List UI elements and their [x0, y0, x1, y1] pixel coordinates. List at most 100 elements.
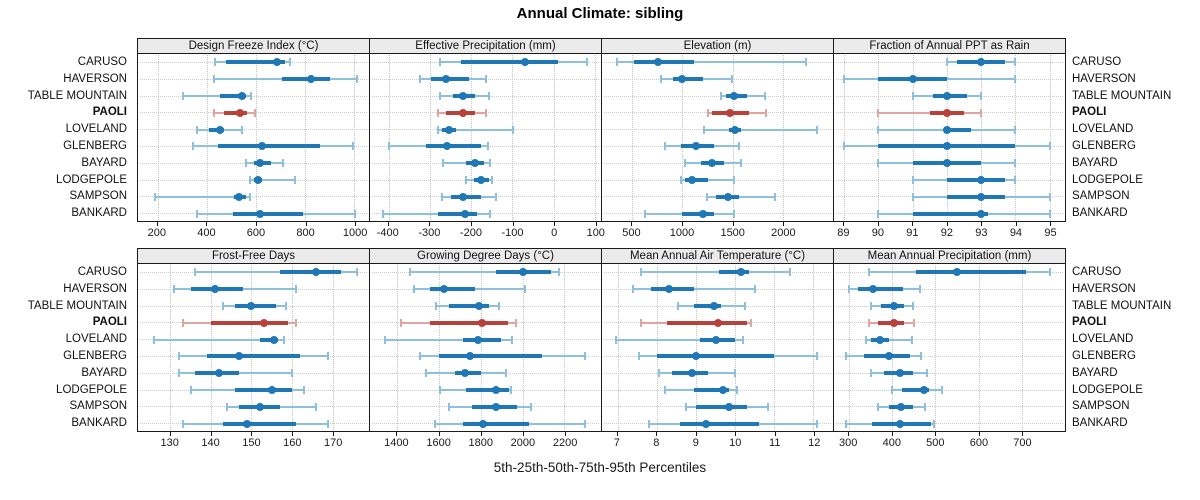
axis-tick — [978, 432, 980, 436]
median-dot — [688, 176, 697, 184]
whisker-cap — [919, 285, 922, 294]
row-guide — [836, 406, 1063, 408]
gridline-vertical — [735, 265, 737, 430]
whisker-cap — [740, 159, 743, 168]
median-dot — [234, 192, 243, 201]
station-label-bayard: BAYARD — [1072, 156, 1118, 169]
whisker-cap — [660, 75, 663, 84]
whisker-cap — [877, 125, 880, 134]
median-dot — [458, 108, 467, 117]
row-guide — [836, 322, 1063, 324]
whisker-cap — [484, 75, 487, 84]
interquartile-bar — [224, 110, 248, 115]
axis-tick-label: 600 — [246, 227, 266, 239]
interquartile-bar — [259, 337, 278, 342]
interquartile-bar — [226, 60, 286, 65]
median-dot — [442, 75, 451, 84]
panel-plot — [833, 264, 1066, 432]
station-label-haverson: HAVERSON — [1072, 72, 1136, 85]
interquartile-bar — [719, 270, 749, 275]
median-dot — [458, 92, 467, 100]
axis-tick — [206, 222, 208, 226]
whisker-cap — [294, 176, 297, 184]
interquartile-bar — [943, 127, 971, 132]
whisker-cap — [741, 335, 744, 344]
median-dot — [908, 75, 917, 84]
axis-tick — [554, 222, 556, 226]
median-dot — [443, 142, 452, 151]
whisker-cap — [248, 192, 251, 201]
gridline-vertical — [291, 265, 293, 430]
chart-title: Annual Climate: sibling — [516, 5, 684, 22]
station-label-caruso: CARUSO — [77, 266, 127, 278]
gridline-vertical — [1015, 55, 1017, 220]
whisker-cap — [181, 419, 184, 428]
median-dot — [259, 318, 268, 327]
whisker-cap — [738, 142, 741, 151]
axis-tick-label: 300 — [839, 437, 858, 449]
x-axis: 200 400 600 800 1000 — [137, 222, 370, 246]
whisker-cap — [614, 335, 617, 344]
axis-tick — [512, 222, 514, 226]
whisker-cap — [940, 386, 943, 394]
axis-tick — [783, 222, 785, 226]
whisker-cap — [911, 92, 914, 100]
whisker-cap — [437, 108, 440, 117]
median-dot — [474, 302, 483, 310]
gridline-vertical — [251, 265, 253, 430]
median-dot — [466, 352, 475, 361]
whisker-cap — [730, 75, 733, 84]
whisker-cap — [911, 192, 914, 201]
whisker-cap — [933, 419, 936, 428]
interquartile-bar — [279, 270, 341, 275]
gridline-vertical — [553, 55, 555, 220]
whisker-cap — [213, 75, 216, 84]
whisker-cap — [192, 142, 195, 151]
whisker-cap — [980, 92, 983, 100]
whisker-cap — [869, 302, 872, 310]
median-dot — [255, 209, 264, 218]
panel-plot — [137, 264, 370, 432]
axis-tick — [480, 432, 482, 436]
median-dot — [719, 386, 728, 394]
whisker-cap — [177, 369, 180, 378]
gridline-vertical — [878, 55, 880, 220]
station-label-caruso: CARUSO — [77, 56, 127, 68]
axis-tick — [251, 432, 253, 436]
percentile-whisker — [409, 271, 560, 274]
whisker-cap — [679, 176, 682, 184]
whisker-cap — [248, 176, 251, 184]
axis-tick — [169, 432, 171, 436]
median-dot — [869, 285, 878, 294]
median-dot — [977, 176, 986, 184]
axis-tick — [732, 222, 734, 226]
whisker-cap — [767, 402, 770, 411]
axis-tick-label: -100 — [501, 227, 524, 239]
interquartile-bar — [220, 94, 247, 98]
panel-band-top: CARUSO HAVERSON TABLE MOUNTAIN PAOLI LOVELAN… — [0, 38, 1200, 246]
axis-tick-label: 1500 — [720, 227, 745, 239]
median-dot — [678, 75, 687, 84]
whisker-cap — [743, 302, 746, 310]
whisker-cap — [980, 108, 983, 117]
gridline-vertical — [774, 265, 776, 430]
whisker-cap — [153, 335, 156, 344]
axis-tick-label: 140 — [201, 437, 220, 449]
whisker-cap — [327, 352, 330, 361]
station-label-bankard: BANKARD — [71, 417, 127, 430]
whisker-cap — [753, 285, 756, 294]
axis-tick-label: 400 — [197, 227, 216, 239]
median-dot — [889, 302, 898, 310]
percentile-whisker — [384, 338, 513, 341]
station-label-lodgepole: LODGEPOLE — [56, 383, 127, 396]
median-dot — [477, 318, 486, 327]
axis-tick — [387, 222, 389, 226]
station-label-sampson: SAMPSON — [1072, 400, 1130, 413]
axis-tick-label: 2200 — [552, 437, 578, 449]
whisker-cap — [877, 402, 880, 411]
median-dot — [210, 285, 219, 294]
station-label-sampson: SAMPSON — [69, 190, 127, 203]
interquartile-bar — [857, 287, 904, 292]
station-label-glenberg: GLENBERG — [1072, 350, 1136, 362]
gridline-vertical — [480, 265, 482, 430]
